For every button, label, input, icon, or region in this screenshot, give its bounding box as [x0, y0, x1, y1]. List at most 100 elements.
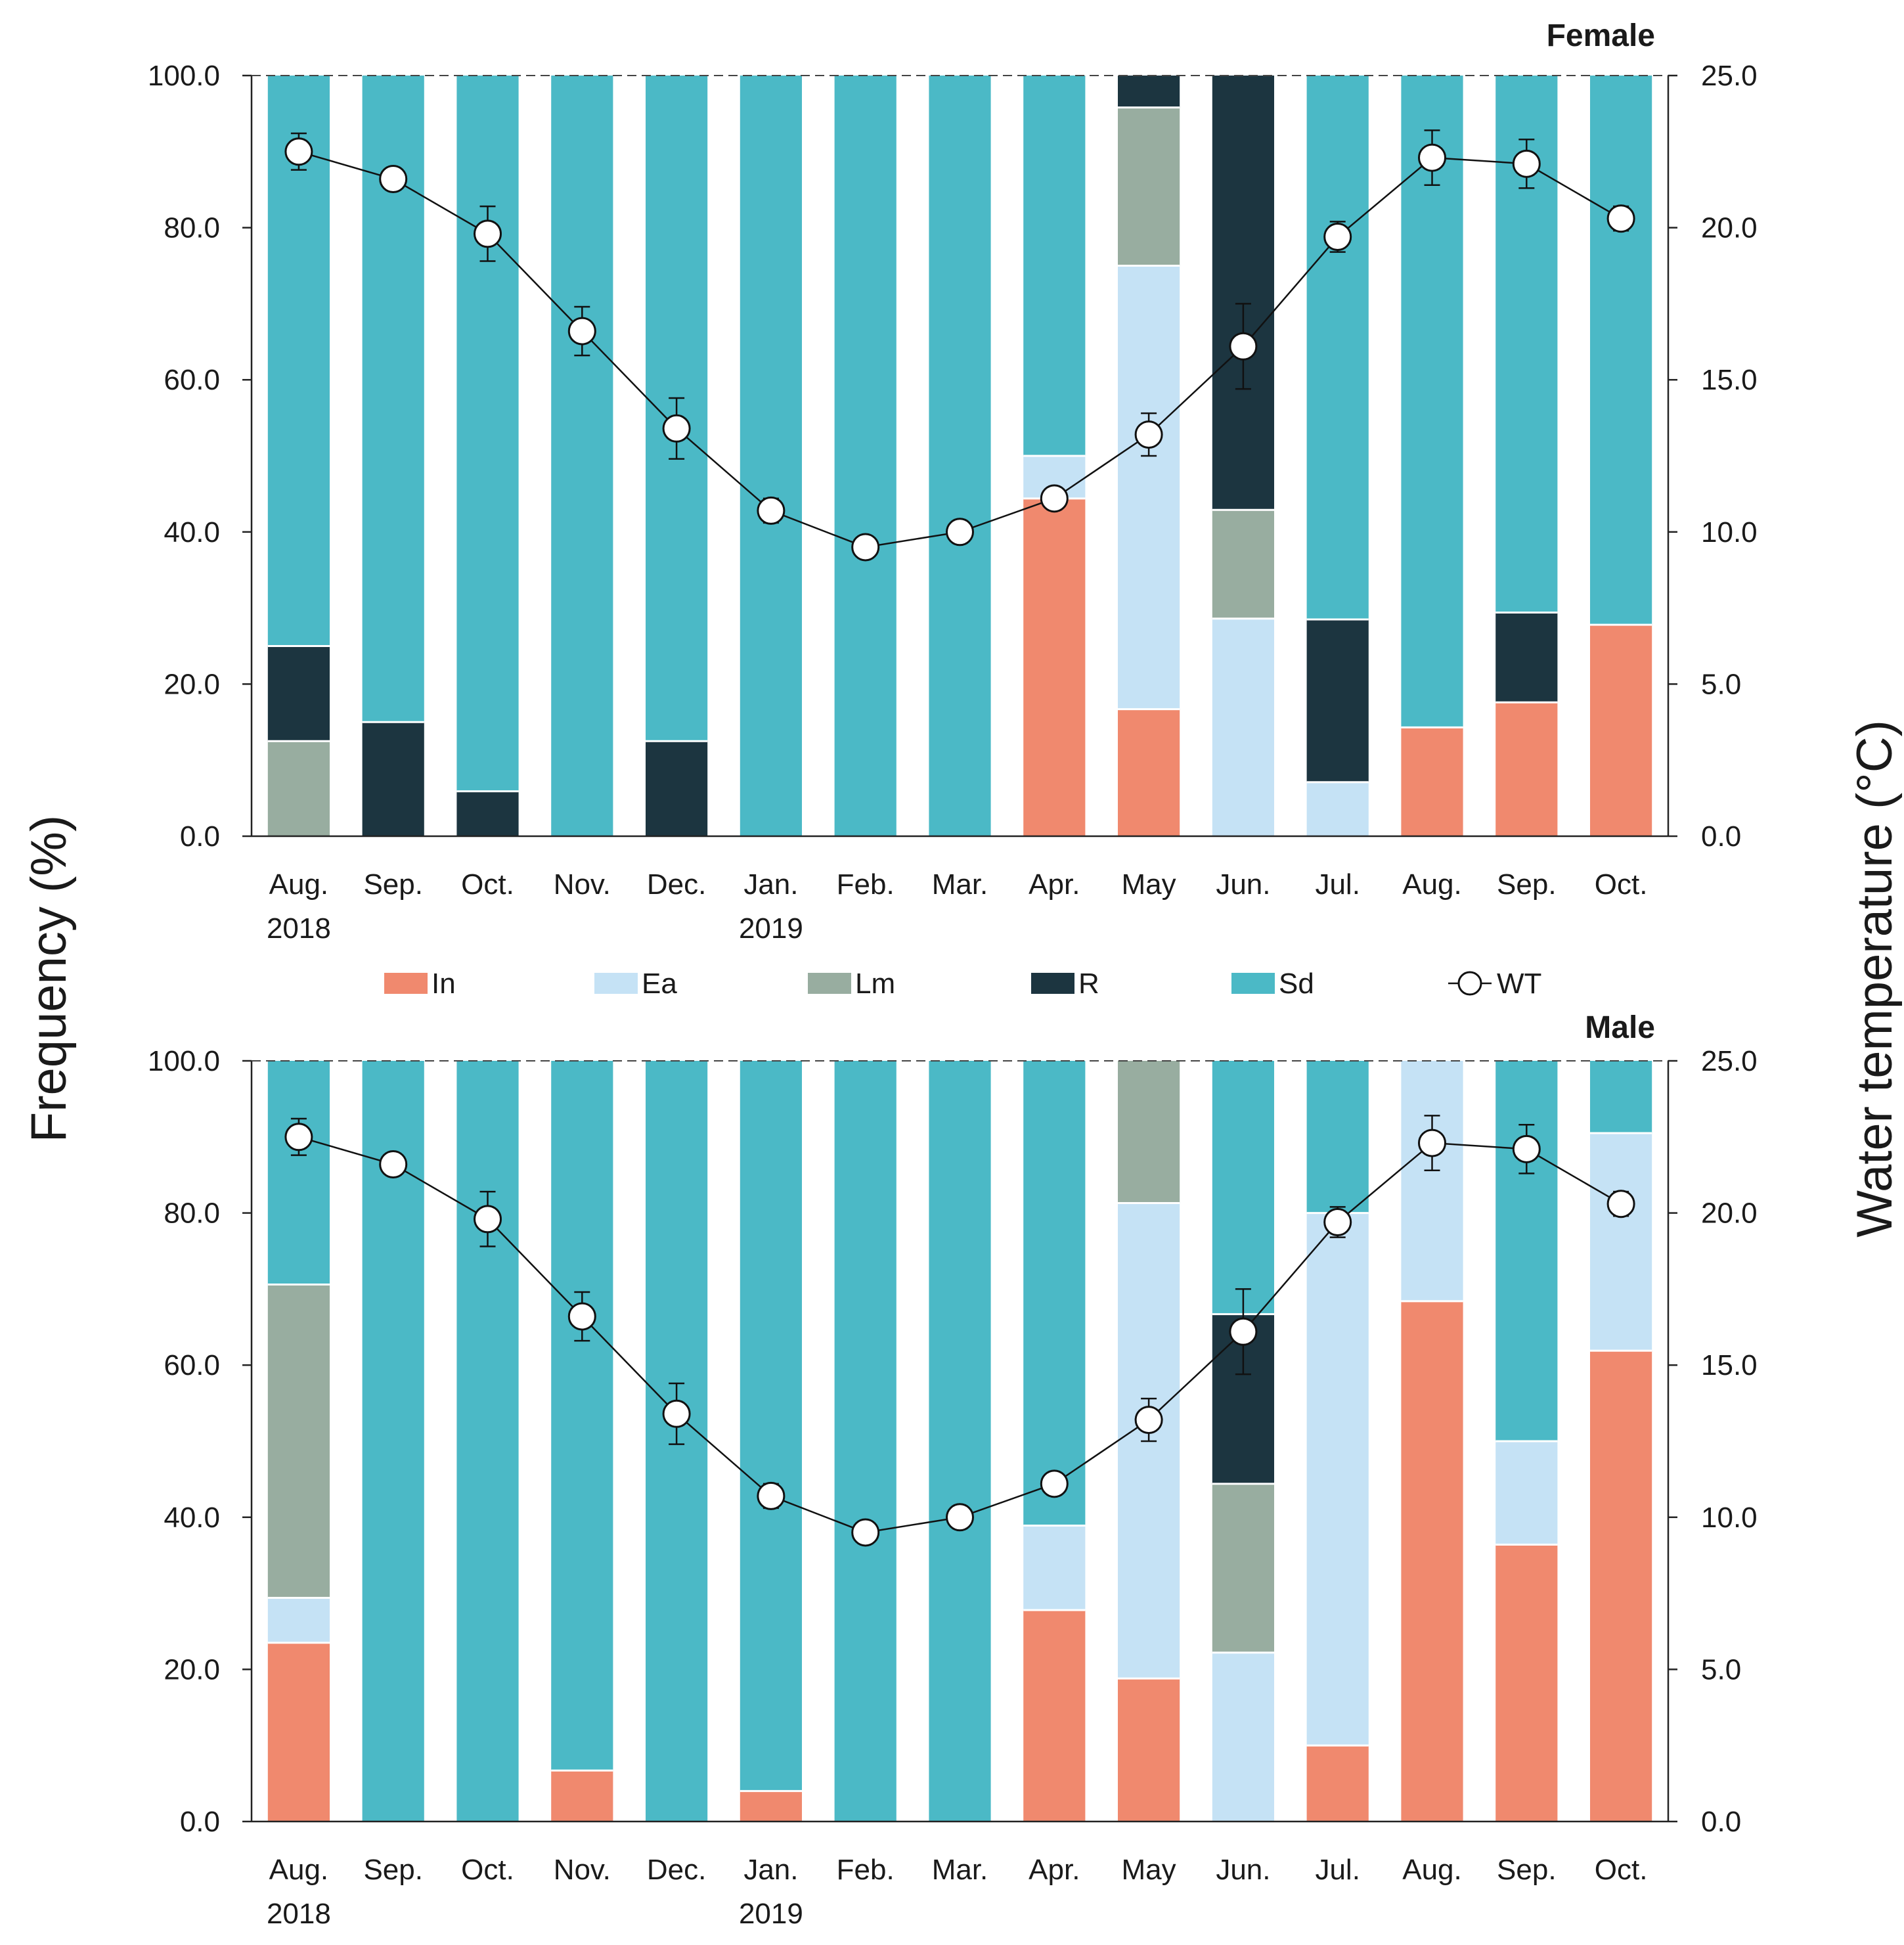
- wt-point-1: [379, 164, 408, 193]
- y2-tick-label: 5.0: [1701, 668, 1741, 700]
- y-tick-label: 60.0: [164, 364, 220, 396]
- y2-tick-label: 0.0: [1701, 820, 1741, 853]
- x-year-label: 2019: [739, 1898, 803, 1930]
- wt-point-14: [1606, 204, 1635, 233]
- wt-point-7: [946, 1503, 974, 1532]
- bar-sd-6: [834, 76, 897, 836]
- y2-tick-label: 20.0: [1701, 212, 1758, 244]
- bar-sd-10: [1212, 1061, 1274, 1314]
- wt-point-4: [662, 1399, 691, 1428]
- bar-sd-8: [1023, 1061, 1086, 1526]
- y2-tick-label: 5.0: [1701, 1653, 1741, 1686]
- bar-sd-14: [1590, 1061, 1652, 1134]
- wt-point-12: [1418, 143, 1446, 172]
- x-tick-label: Oct.: [1595, 868, 1648, 901]
- bar-sd-5: [740, 1061, 802, 1791]
- bar-r-9: [1118, 76, 1180, 108]
- bar-sd-5: [740, 76, 802, 836]
- y-tick-label: 80.0: [164, 212, 220, 244]
- male-panel: 0.0 20.0 40.0 60.0 80.0 100.0 0.0 5.0 10.0 15.0 20…: [148, 1010, 1758, 1930]
- bar-sd-2: [456, 1061, 519, 1822]
- bar-in-11: [1306, 1745, 1369, 1822]
- x-tick-label: Jan.: [743, 868, 798, 901]
- legend-swatch-ea: [594, 973, 638, 994]
- legend-swatch-lm: [808, 973, 851, 994]
- wt-point-1: [379, 1150, 408, 1178]
- bar-in-0: [267, 1642, 330, 1822]
- wt-point-3: [567, 317, 596, 346]
- x-tick-label: Feb.: [837, 1854, 895, 1886]
- x-tick-label: Oct.: [461, 1854, 514, 1886]
- bar-ea-13: [1495, 1441, 1558, 1545]
- x-tick-label: Sep.: [363, 1854, 423, 1886]
- y-tick-label: 20.0: [164, 668, 220, 700]
- bar-r-4: [646, 741, 708, 836]
- y2-tick-label: 15.0: [1701, 1349, 1758, 1381]
- x-tick-label: May: [1122, 868, 1176, 901]
- y2-tick-label: 20.0: [1701, 1197, 1758, 1230]
- bar-in-13: [1495, 702, 1558, 836]
- y-tick-label: 20.0: [164, 1653, 220, 1686]
- y2-tick-label: 10.0: [1701, 1502, 1758, 1534]
- bar-sd-7: [929, 76, 991, 836]
- bar-in-3: [551, 1770, 613, 1822]
- x-year-label: 2019: [739, 912, 803, 945]
- bar-r-1: [362, 722, 424, 836]
- y2-tick-label: 25.0: [1701, 1045, 1758, 1077]
- x-tick-label: Oct.: [461, 868, 514, 901]
- bar-in-12: [1401, 1301, 1463, 1822]
- bar-sd-11: [1306, 76, 1369, 619]
- x-tick-label: Sep.: [1497, 1854, 1557, 1886]
- y2-tick-label: 25.0: [1701, 60, 1758, 92]
- legend-label-lm: Lm: [855, 968, 895, 1000]
- x-tick-label: Aug.: [269, 868, 329, 901]
- wt-point-5: [757, 496, 786, 525]
- x-tick-label: Mar.: [932, 868, 988, 901]
- bar-sd-1: [362, 1061, 424, 1822]
- wt-point-9: [1134, 1406, 1163, 1435]
- wt-point-10: [1229, 332, 1258, 361]
- bar-ea-10: [1212, 1652, 1274, 1822]
- y-tick-label: 0.0: [180, 820, 220, 853]
- y-axis-title: Frequency (%): [21, 815, 77, 1142]
- bar-ea-14: [1590, 1133, 1652, 1351]
- x-tick-label: Feb.: [837, 868, 895, 901]
- wt-point-4: [662, 414, 691, 443]
- legend-swatch-sd: [1231, 973, 1275, 994]
- x-tick-label: Apr.: [1029, 868, 1080, 901]
- bar-in-9: [1118, 1678, 1180, 1822]
- x-tick-label: May: [1122, 1854, 1176, 1886]
- bar-ea-0: [267, 1598, 330, 1643]
- y2-tick-label: 10.0: [1701, 516, 1758, 548]
- bar-r-11: [1306, 619, 1369, 782]
- bar-in-9: [1118, 709, 1180, 836]
- wt-point-8: [1040, 1469, 1069, 1498]
- x-year-label: 2018: [267, 912, 331, 945]
- x-tick-label: Jun.: [1216, 868, 1270, 901]
- bar-sd-3: [551, 76, 613, 836]
- x-tick-label: Sep.: [1497, 868, 1557, 901]
- bar-in-13: [1495, 1544, 1558, 1822]
- wt-point-5: [757, 1481, 786, 1510]
- x-tick-label: Aug.: [1402, 868, 1462, 901]
- wt-point-3: [567, 1302, 596, 1331]
- wt-point-2: [474, 219, 502, 248]
- legend-label-wt: WT: [1497, 968, 1541, 1000]
- panel-title: Male: [1585, 1010, 1655, 1045]
- bar-in-8: [1023, 1610, 1086, 1822]
- bar-r-13: [1495, 612, 1558, 703]
- y2-axis-title: Water temperature (°C): [1847, 720, 1903, 1238]
- legend-swatch-in: [384, 973, 428, 994]
- bar-lm-9: [1118, 1061, 1180, 1203]
- legend: In Ea Lm R Sd WT: [384, 968, 1541, 1000]
- wt-point-0: [284, 137, 313, 166]
- x-tick-label: Aug.: [1402, 1854, 1462, 1886]
- x-tick-label: Apr.: [1029, 1854, 1080, 1886]
- panel-title: Female: [1547, 18, 1655, 53]
- bar-ea-11: [1306, 1213, 1369, 1746]
- y-tick-label: 0.0: [180, 1806, 220, 1838]
- x-tick-label: Jul.: [1315, 1854, 1360, 1886]
- bar-in-14: [1590, 625, 1652, 836]
- bar-sd-0: [267, 1061, 330, 1285]
